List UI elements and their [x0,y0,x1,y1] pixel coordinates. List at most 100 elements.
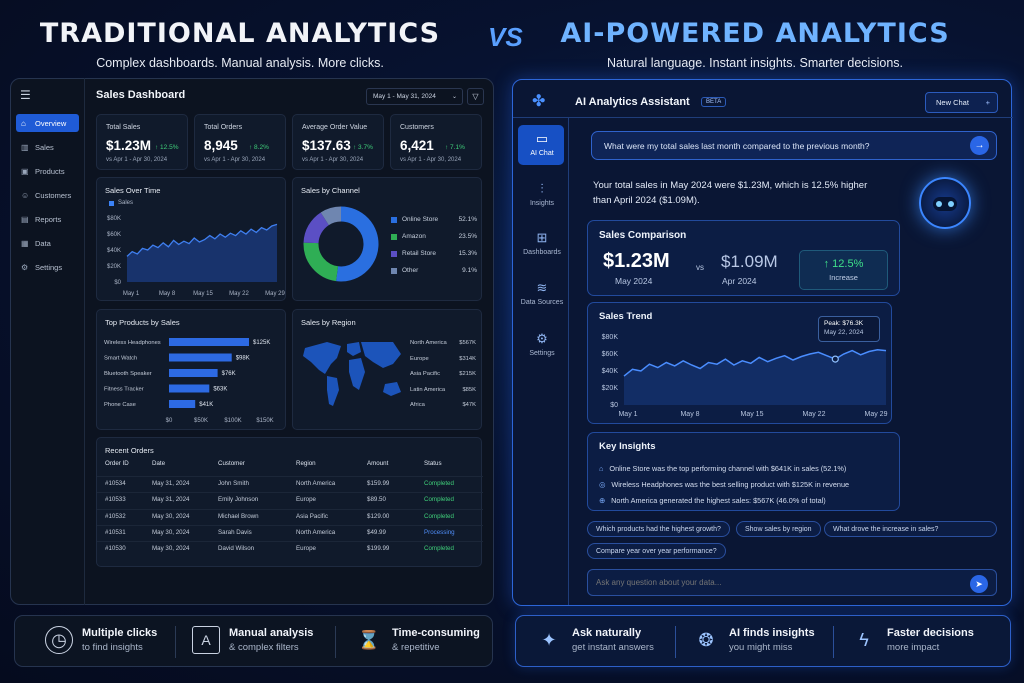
bar [169,353,232,362]
traditional-features-bar [14,615,493,667]
tick-label: May 22 [229,291,249,297]
region-value: $567K [459,340,476,346]
robot-avatar-icon [919,177,971,229]
region-value: $85K [462,386,476,393]
sidebar-item-settings[interactable]: ⚙ Settings [516,331,568,357]
tick-label: May 22 [803,411,826,418]
legend-value: 52.1% [458,216,477,223]
kpi-value: $137.63 [302,138,351,153]
insight-text: Wireless Headphones was the best selling… [611,480,850,489]
bar [169,369,218,377]
previous-period: Apr 2024 [722,276,757,286]
filter-button[interactable]: ▽ [467,88,484,105]
sidebar-item-reports[interactable]: ▤ Reports [16,210,79,228]
sidebar-item-dashboards[interactable]: ⊞ Dashboards [516,230,568,256]
feature-subtitle: you might miss [729,642,793,653]
table-row[interactable]: #10533 May 31, 2024 Emily Johnson Europe $89… [97,492,483,506]
peak-marker [831,355,839,363]
column-header: Date [152,460,166,467]
kpi-label: Average Order Value [302,124,368,131]
table-row[interactable]: #10534 May 31, 2024 John Smith North Americ… [97,476,483,490]
legend-swatch [391,233,397,240]
sales-over-time-card: Sales Over Time Sales $80K $60K $40K $20K $0… [96,177,286,301]
vs-text: vs [696,263,704,272]
chart-icon: ▥ [21,142,29,152]
region-value: $47K [462,402,476,408]
table-cell: $49.99 [367,528,386,536]
region-value: $215K [459,371,476,377]
donut-slice [320,206,342,226]
tick-label: $40K [602,368,619,375]
region-label: Africa [410,402,425,408]
sidebar-item-products[interactable]: ▣ Products [16,162,79,180]
new-chat-button[interactable]: New Chat + [925,92,998,113]
assistant-title: AI Analytics Assistant [575,96,690,108]
date-range-picker[interactable]: May 1 - May 31, 2024 ⌄ [366,88,463,105]
sidebar-item-customers[interactable]: ☺ Customers [16,186,79,204]
kpi-total-sales: Total Sales $1.23M ↑ 12.5% vs Apr 1 - Ap… [96,114,188,170]
sidebar-item-insights[interactable]: ⫶ Insights [516,181,568,207]
delta-label: Increase [829,273,858,282]
feature-subtitle: more impact [887,642,940,653]
card-title: Sales Trend [599,311,653,322]
region-label: North America [410,340,447,346]
data-label: $125K [253,340,270,346]
tick-label: May 1 [618,411,637,418]
arrow-right-icon[interactable]: → [970,136,989,155]
sidebar-item-label: Reports [35,214,62,224]
user-question-bubble: What were my total sales last month comp… [591,131,997,160]
tick-label: May 29 [265,291,285,297]
column-header: Customer [218,460,245,467]
kpi-label: Total Orders [204,124,243,131]
list-item: ⊕ North America generated the highest sal… [599,493,849,509]
file-icon: ▤ [21,214,29,224]
region-label: Asia Pacific [410,371,440,377]
table-cell: North America [296,480,336,487]
legend-value: 15.3% [458,250,477,257]
sidebar-item-data-sources[interactable]: ≋ Data Sources [516,280,568,306]
table-cell: May 31, 2024 [152,480,190,487]
tick-label: $150K [256,418,273,424]
hamburger-icon[interactable]: ☰ [20,88,31,102]
table-cell: Europe [296,496,316,504]
column-header: Amount [367,460,389,467]
beta-badge: BETA [701,97,727,107]
sidebar-item-data[interactable]: ▦ Data [16,234,79,252]
legend-item: Other 9.1% [391,267,477,274]
category-label: Bluetooth Speaker [104,371,152,377]
data-label: $41K [199,402,213,408]
card-title: Sales Over Time [105,186,161,195]
suggestion-chip[interactable]: Show sales by region [736,521,821,537]
tick-label: $60K [107,232,121,238]
legend-item: Retail Store 15.3% [391,250,477,257]
sidebar-item-ai-chat[interactable]: ▭ AI Chat [516,131,568,157]
suggestion-chip[interactable]: Compare year over year performance? [587,543,726,559]
kpi-comparison: vs Apr 1 - Apr 30, 2024 [106,157,168,163]
sidebar-item-sales[interactable]: ▥ Sales [16,138,79,156]
sidebar-item-settings[interactable]: ⚙ Settings [16,258,79,276]
card-title: Sales by Channel [301,186,360,195]
table-row[interactable]: #10531 May 30, 2024 Sarah Davis North Ameri… [97,524,483,539]
feature-ai-finds-insights: ❂ AI finds insights you might miss [692,626,814,654]
table-row[interactable]: #10532 May 30, 2024 Michael Brown Asia Paci… [97,508,483,523]
plus-icon: + [985,98,990,107]
channel-donut-chart [303,206,379,282]
ask-input[interactable] [596,575,956,590]
suggestion-chip[interactable]: What drove the increase in sales? [824,521,997,537]
list-item: ◎ Wireless Headphones was the best sellin… [599,477,849,493]
ask-input-box[interactable]: ➤ [587,569,997,596]
kpi-value: $1.23M [106,138,152,153]
sidebar-item-overview[interactable]: ⌂ Overview [16,114,79,132]
tick-label: $0 [166,418,173,424]
legend-label: Online Store [402,216,439,223]
legend-swatch [391,250,397,257]
sales-comparison-card: Sales Comparison $1.23M May 2024 vs $1.0… [587,220,900,296]
send-icon[interactable]: ➤ [970,575,988,593]
suggestion-chip[interactable]: Which products had the highest growth? [587,521,730,537]
table-row[interactable]: #10530 May 30, 2024 David Wilson Europe $199… [97,541,483,555]
table-cell: David Wilson [218,545,255,553]
divider [335,626,336,658]
header-divider [513,117,1013,118]
sidebar-divider [568,117,569,605]
